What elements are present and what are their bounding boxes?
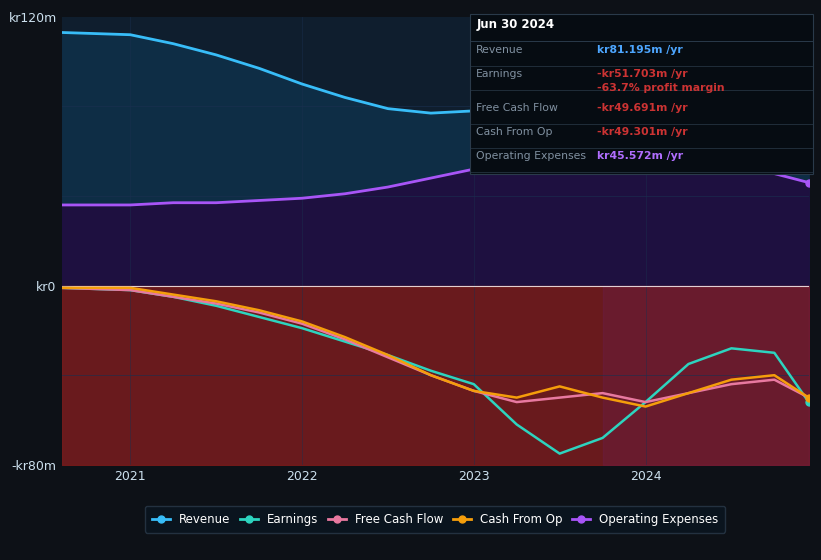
Text: Free Cash Flow: Free Cash Flow — [476, 103, 558, 113]
Bar — [603, 17, 809, 465]
Text: -63.7% profit margin: -63.7% profit margin — [597, 83, 724, 93]
Text: kr81.195m /yr: kr81.195m /yr — [597, 45, 682, 55]
Text: -kr49.301m /yr: -kr49.301m /yr — [597, 127, 687, 137]
Text: Jun 30 2024: Jun 30 2024 — [476, 18, 554, 31]
Text: Earnings: Earnings — [476, 69, 523, 79]
Text: Revenue: Revenue — [476, 45, 524, 55]
Legend: Revenue, Earnings, Free Cash Flow, Cash From Op, Operating Expenses: Revenue, Earnings, Free Cash Flow, Cash … — [144, 506, 726, 533]
Text: kr45.572m /yr: kr45.572m /yr — [597, 151, 683, 161]
Text: -kr49.691m /yr: -kr49.691m /yr — [597, 103, 687, 113]
Text: Operating Expenses: Operating Expenses — [476, 151, 586, 161]
Text: Cash From Op: Cash From Op — [476, 127, 553, 137]
Text: -kr51.703m /yr: -kr51.703m /yr — [597, 69, 687, 79]
